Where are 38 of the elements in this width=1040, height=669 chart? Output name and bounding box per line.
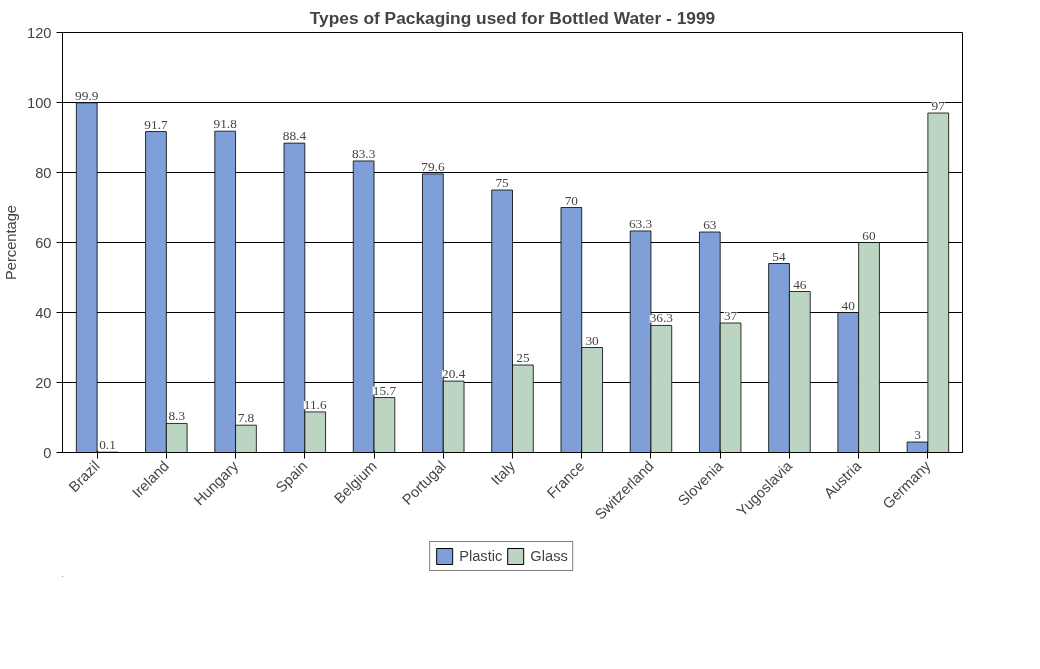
data-label: 37 [723,308,738,323]
y-tick-label: 120 [27,24,52,41]
data-label: 46 [793,276,807,292]
legend-label: Glass [530,548,568,564]
y-tick-label: 100 [27,94,52,111]
data-label: 40 [841,297,856,313]
data-label: 79.6 [421,158,445,174]
data-label: 25 [516,350,530,365]
data-label: 30 [585,332,600,348]
chart-title: Types of Packaging used for Bottled Water - 1999 [309,7,716,28]
data-label: 63 [703,217,717,232]
data-label: 20.4 [441,366,466,382]
data-label: 60 [862,227,877,243]
y-tick-label: 20 [35,374,52,391]
data-label: 99.9 [75,87,99,103]
data-label: 88.4 [282,128,307,144]
data-label: 83.3 [351,145,376,161]
data-label: 97 [931,98,946,113]
data-label: 7.8 [237,410,255,426]
data-label: 3 [914,427,922,442]
data-label: 91.8 [213,116,238,132]
x-tick-label: Italy [487,457,519,489]
data-label: 63.3 [628,215,653,231]
y-tick-label: 0 [43,444,52,461]
legend-label: Plastic [459,548,503,564]
data-label: 8.3 [168,408,186,424]
y-tick-label: 40 [35,304,52,321]
y-tick-label: 80 [35,164,52,181]
data-label: 0.1 [99,437,116,453]
data-label: 15.7 [372,382,397,398]
data-label: 70 [564,192,579,208]
data-label: 11.6 [303,396,327,412]
data-label: 91.7 [144,116,168,132]
data-label: 75 [495,175,510,190]
y-tick-label: 60 [35,234,52,251]
y-axis-title: Percentage [3,205,20,280]
data-label: 36.3 [649,310,674,326]
data-label: 54 [772,248,787,264]
